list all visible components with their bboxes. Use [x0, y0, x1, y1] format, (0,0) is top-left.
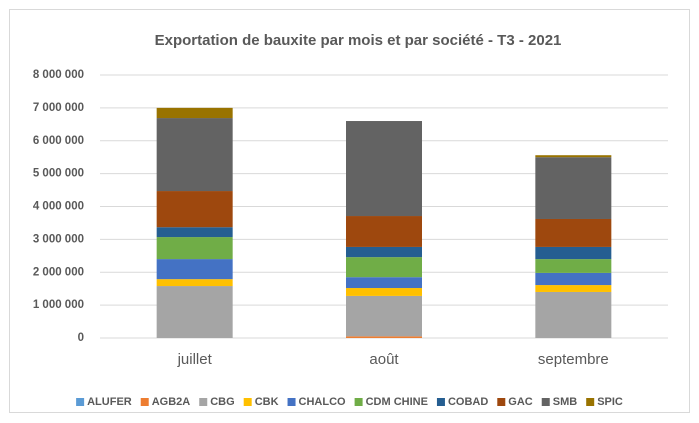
bar-segment	[535, 155, 612, 158]
legend-label: CHALCO	[299, 396, 346, 408]
legend-label: SMB	[553, 396, 578, 408]
legend-label: AGB2A	[152, 396, 191, 408]
bar-segment	[346, 257, 422, 278]
bar-segment	[535, 285, 612, 292]
legend-label: ALUFER	[87, 396, 132, 408]
bar-segment	[346, 246, 422, 258]
legend: ALUFER AGB2A CBG CBK CHALCO CDM CHINE COBAD GAC…	[76, 396, 623, 408]
legend-label: COBAD	[448, 396, 488, 408]
bar-segment	[346, 288, 422, 296]
legend-label: CDM CHINE	[366, 396, 428, 408]
bar-segment	[535, 246, 612, 260]
y-tick-label: 0	[78, 332, 84, 344]
legend-label: GAC	[508, 396, 533, 408]
legend-swatch	[287, 398, 296, 406]
legend-swatch	[199, 398, 208, 406]
legend-label: CBK	[255, 396, 279, 408]
bar-segment	[156, 227, 233, 238]
bar-segment	[346, 336, 422, 338]
legend-swatch	[140, 398, 149, 406]
y-tick-label: 4 000 000	[33, 201, 84, 213]
y-tick-label: 1 000 000	[33, 299, 84, 311]
bar-segment	[535, 291, 612, 338]
x-tick-label: septembre	[538, 351, 609, 368]
bar-segment	[346, 216, 422, 247]
bar-segment	[346, 277, 422, 289]
bar-segment	[156, 118, 233, 192]
y-tick-label: 7 000 000	[33, 102, 84, 114]
bar-segment	[346, 121, 422, 217]
bar-segment	[156, 237, 233, 260]
legend-swatch	[354, 398, 363, 406]
legend-swatch	[497, 398, 506, 406]
x-tick-label: août	[369, 351, 399, 368]
y-tick-label: 2 000 000	[33, 266, 84, 278]
legend-label: SPIC	[597, 396, 623, 408]
bar-segment	[156, 279, 233, 287]
bar-segment	[535, 259, 612, 273]
bar-segment	[535, 272, 612, 286]
legend-swatch	[76, 398, 85, 406]
chart-title: Exportation de bauxite par mois et par s…	[155, 32, 562, 49]
bar-segment	[535, 218, 612, 247]
y-tick-label: 6 000 000	[33, 135, 84, 147]
bar-segment	[346, 295, 422, 337]
legend-swatch	[243, 398, 252, 406]
x-tick-label: juillet	[177, 351, 213, 368]
y-tick-label: 8 000 000	[33, 69, 84, 81]
y-tick-label: 5 000 000	[33, 168, 84, 180]
legend-swatch	[436, 398, 445, 406]
legend-label: CBG	[210, 396, 234, 408]
legend-swatch	[541, 398, 550, 406]
bar-segment	[156, 191, 233, 228]
bar-segment	[156, 259, 233, 280]
bar-segment	[156, 107, 233, 119]
bar-segment	[535, 157, 612, 219]
y-tick-label: 3 000 000	[33, 233, 84, 245]
legend-swatch	[586, 398, 595, 406]
bar-segment	[156, 286, 233, 338]
